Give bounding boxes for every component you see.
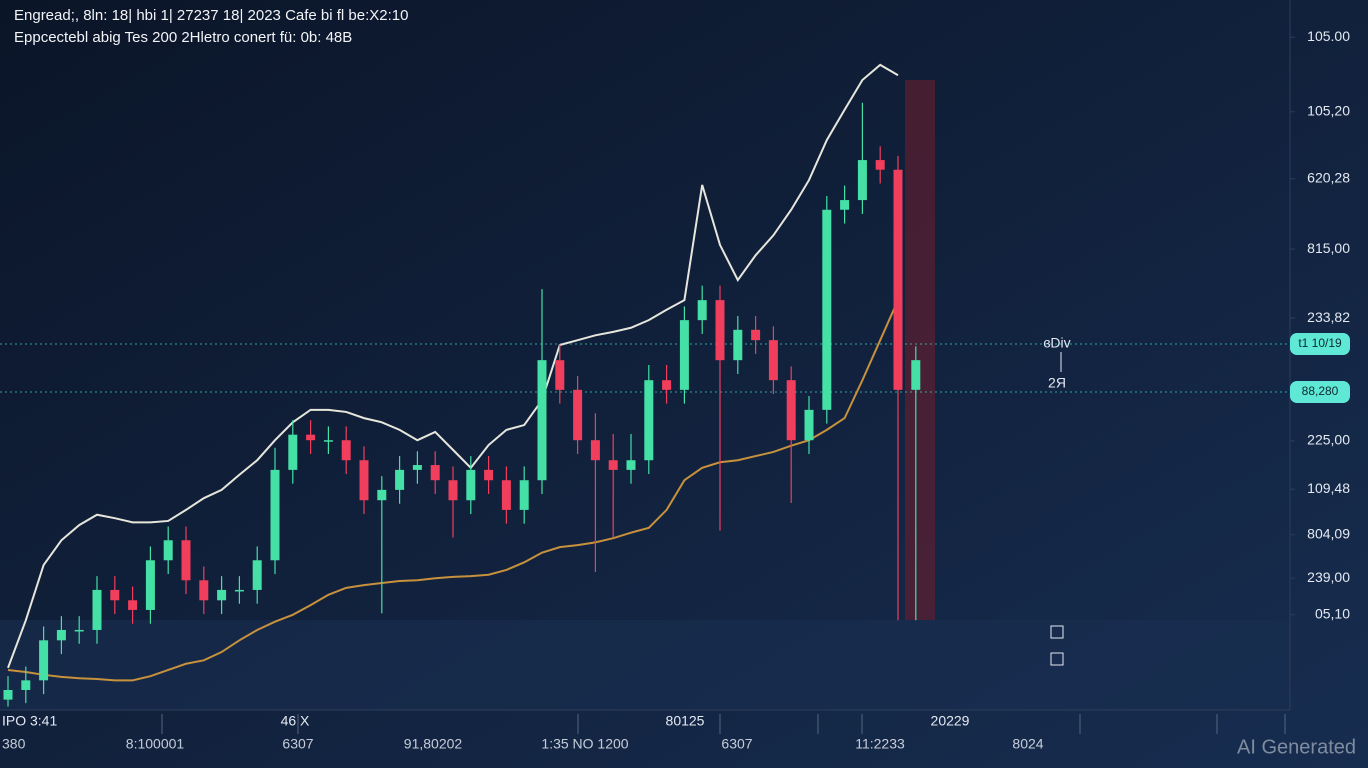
x-tick-label: 1:35 NO 1200 [541, 736, 628, 752]
x-tick-label: 20229 [931, 713, 970, 729]
candle-body [448, 480, 458, 501]
candle-body [590, 440, 600, 461]
candle-body [395, 469, 405, 490]
y-tick-label: 105,20 [1307, 102, 1350, 118]
badge-tag: ɞDiv [1043, 335, 1070, 351]
candle-body [893, 169, 903, 390]
watermark: AI Generated [1237, 736, 1356, 758]
candle-body [163, 540, 173, 561]
candle-body [768, 340, 778, 381]
y-tick-label: 233,82 [1307, 309, 1350, 325]
candle-body [875, 160, 885, 170]
badge-tag: 2Я [1048, 375, 1066, 391]
candle-body [857, 160, 867, 201]
candle-body [501, 480, 511, 510]
y-tick-label: 225,00 [1307, 432, 1350, 448]
candle-body [751, 329, 761, 341]
y-tick-label: 804,09 [1307, 525, 1350, 541]
candle-body [484, 469, 494, 481]
x-tick-label: 8:100001 [126, 736, 185, 752]
candle-body [3, 689, 13, 700]
x-tick-label: IPO 3:41 [2, 713, 57, 729]
candle-body [697, 300, 707, 321]
x-tick-label: 11:2233 [855, 736, 905, 752]
candle-body [626, 460, 636, 470]
y-tick-label: 815,00 [1307, 240, 1350, 256]
x-tick-label: 6307 [721, 736, 752, 752]
candle-body [555, 360, 565, 390]
price-badge-label: t1 10/19 [1298, 336, 1342, 350]
candle-body [252, 560, 262, 590]
candle-body [181, 540, 191, 581]
candle-body [199, 580, 209, 601]
price-badge [1290, 333, 1350, 355]
candle-body [519, 480, 529, 510]
candle-body [840, 200, 850, 210]
candle-body [21, 680, 31, 690]
candle-body [466, 469, 476, 501]
candle-body [537, 360, 547, 481]
y-tick-label: 105.00 [1307, 28, 1350, 44]
candle-body [715, 300, 725, 361]
price-badge [1290, 381, 1350, 403]
candle-body [786, 380, 796, 441]
candle-body [377, 489, 387, 501]
y-tick-label: 05,10 [1315, 605, 1350, 621]
candle-body [412, 465, 422, 470]
candle-body [128, 600, 138, 610]
candle-body [430, 465, 440, 481]
candle-body [341, 440, 351, 461]
candle-body [270, 469, 280, 561]
candle-body [911, 360, 921, 390]
candle-body [92, 589, 102, 630]
icon [1050, 625, 1064, 639]
chart-subtitle: Eppcectebl abig Tes 200 2Hletro conert f… [14, 29, 352, 46]
candle-body [234, 589, 244, 592]
candle-body [288, 434, 298, 470]
icon [1050, 652, 1064, 666]
candle-body [323, 440, 333, 442]
candle-body [306, 434, 316, 441]
candle-body [644, 380, 654, 461]
moving-average [7, 299, 899, 682]
x-tick-label: 380 [2, 736, 26, 752]
candle-body [573, 389, 583, 441]
x-tick-label: 46 X [281, 713, 310, 729]
candle-body [359, 460, 369, 501]
candle-body [804, 409, 814, 441]
candle-body [822, 209, 832, 410]
candle-body [74, 629, 84, 632]
y-tick-label: 620,28 [1307, 169, 1350, 185]
x-tick-label: 8024 [1012, 736, 1043, 752]
x-tick-label: 6307 [282, 736, 313, 752]
candle-body [662, 380, 672, 390]
candle-body [733, 329, 743, 361]
candle-body [110, 589, 120, 601]
candle-body [217, 589, 227, 601]
x-tick-label: 80125 [666, 713, 705, 729]
candle-body [679, 320, 689, 390]
y-tick-label: 239,00 [1307, 569, 1350, 585]
x-tick-label: 91,80202 [404, 736, 463, 752]
volume-band [0, 620, 1290, 710]
candle-body [56, 629, 66, 641]
y-tick-label: 109,48 [1307, 480, 1350, 496]
candle-body [39, 640, 49, 681]
moving-average [7, 63, 899, 669]
highlight-zone [905, 80, 935, 620]
chart-title: Engread;, 8ln: 18| hbi 1| 27237 18| 2023… [14, 7, 408, 24]
candle-body [608, 460, 618, 470]
candle-body [145, 560, 155, 610]
price-badge-label: 88,280 [1302, 384, 1339, 398]
